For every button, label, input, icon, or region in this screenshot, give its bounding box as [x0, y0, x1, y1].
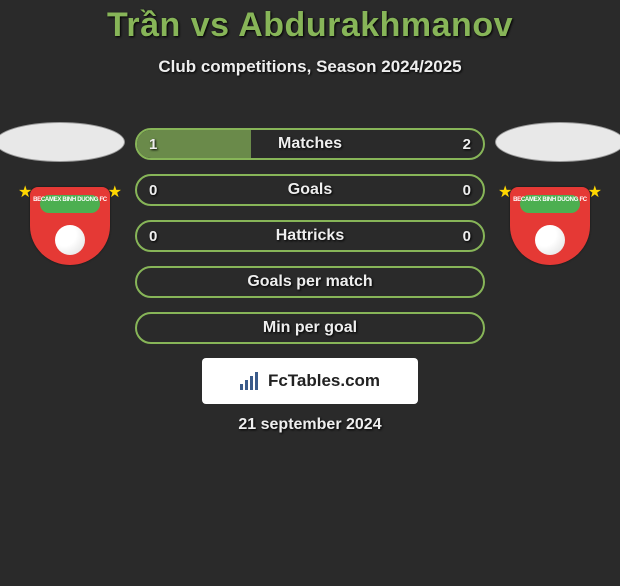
stat-left-value: 1	[149, 136, 157, 153]
stat-row: Min per goal	[135, 312, 485, 344]
stat-label: Min per goal	[137, 319, 483, 337]
club-badge-right: ★ ★ BECAMEX BINH DUONG FC	[500, 182, 600, 275]
stat-row: 0Goals0	[135, 174, 485, 206]
stat-label: Matches	[137, 135, 483, 153]
stat-label: Hattricks	[137, 227, 483, 245]
player-right-avatar	[495, 122, 620, 162]
stat-row: 0Hattricks0	[135, 220, 485, 252]
avatar-placeholder-icon	[495, 122, 620, 162]
brand-text: FcTables.com	[268, 371, 380, 391]
player-left-avatar	[0, 122, 125, 162]
chart-icon	[240, 372, 262, 390]
stat-row: Goals per match	[135, 266, 485, 298]
ball-icon	[55, 225, 85, 255]
stat-row: 1Matches2	[135, 128, 485, 160]
subtitle: Club competitions, Season 2024/2025	[0, 57, 620, 77]
page-title: Trần vs Abdurakhmanov	[0, 6, 620, 45]
stat-label: Goals per match	[137, 273, 483, 291]
ball-icon	[535, 225, 565, 255]
shield-icon: BECAMEX BINH DUONG FC	[30, 187, 110, 265]
avatar-placeholder-icon	[0, 122, 125, 162]
date-text: 21 september 2024	[0, 416, 620, 434]
stat-left-value: 0	[149, 228, 157, 245]
stat-right-value: 0	[463, 182, 471, 199]
club-name: BECAMEX BINH DUONG FC	[30, 197, 110, 203]
brand-badge[interactable]: FcTables.com	[202, 358, 418, 404]
stat-left-value: 0	[149, 182, 157, 199]
club-name: BECAMEX BINH DUONG FC	[510, 197, 590, 203]
club-badge-left: ★ ★ BECAMEX BINH DUONG FC	[20, 182, 120, 275]
stats-panel: 1Matches20Goals00Hattricks0Goals per mat…	[135, 128, 485, 358]
stat-right-value: 2	[463, 136, 471, 153]
stat-label: Goals	[137, 181, 483, 199]
stat-right-value: 0	[463, 228, 471, 245]
shield-icon: BECAMEX BINH DUONG FC	[510, 187, 590, 265]
